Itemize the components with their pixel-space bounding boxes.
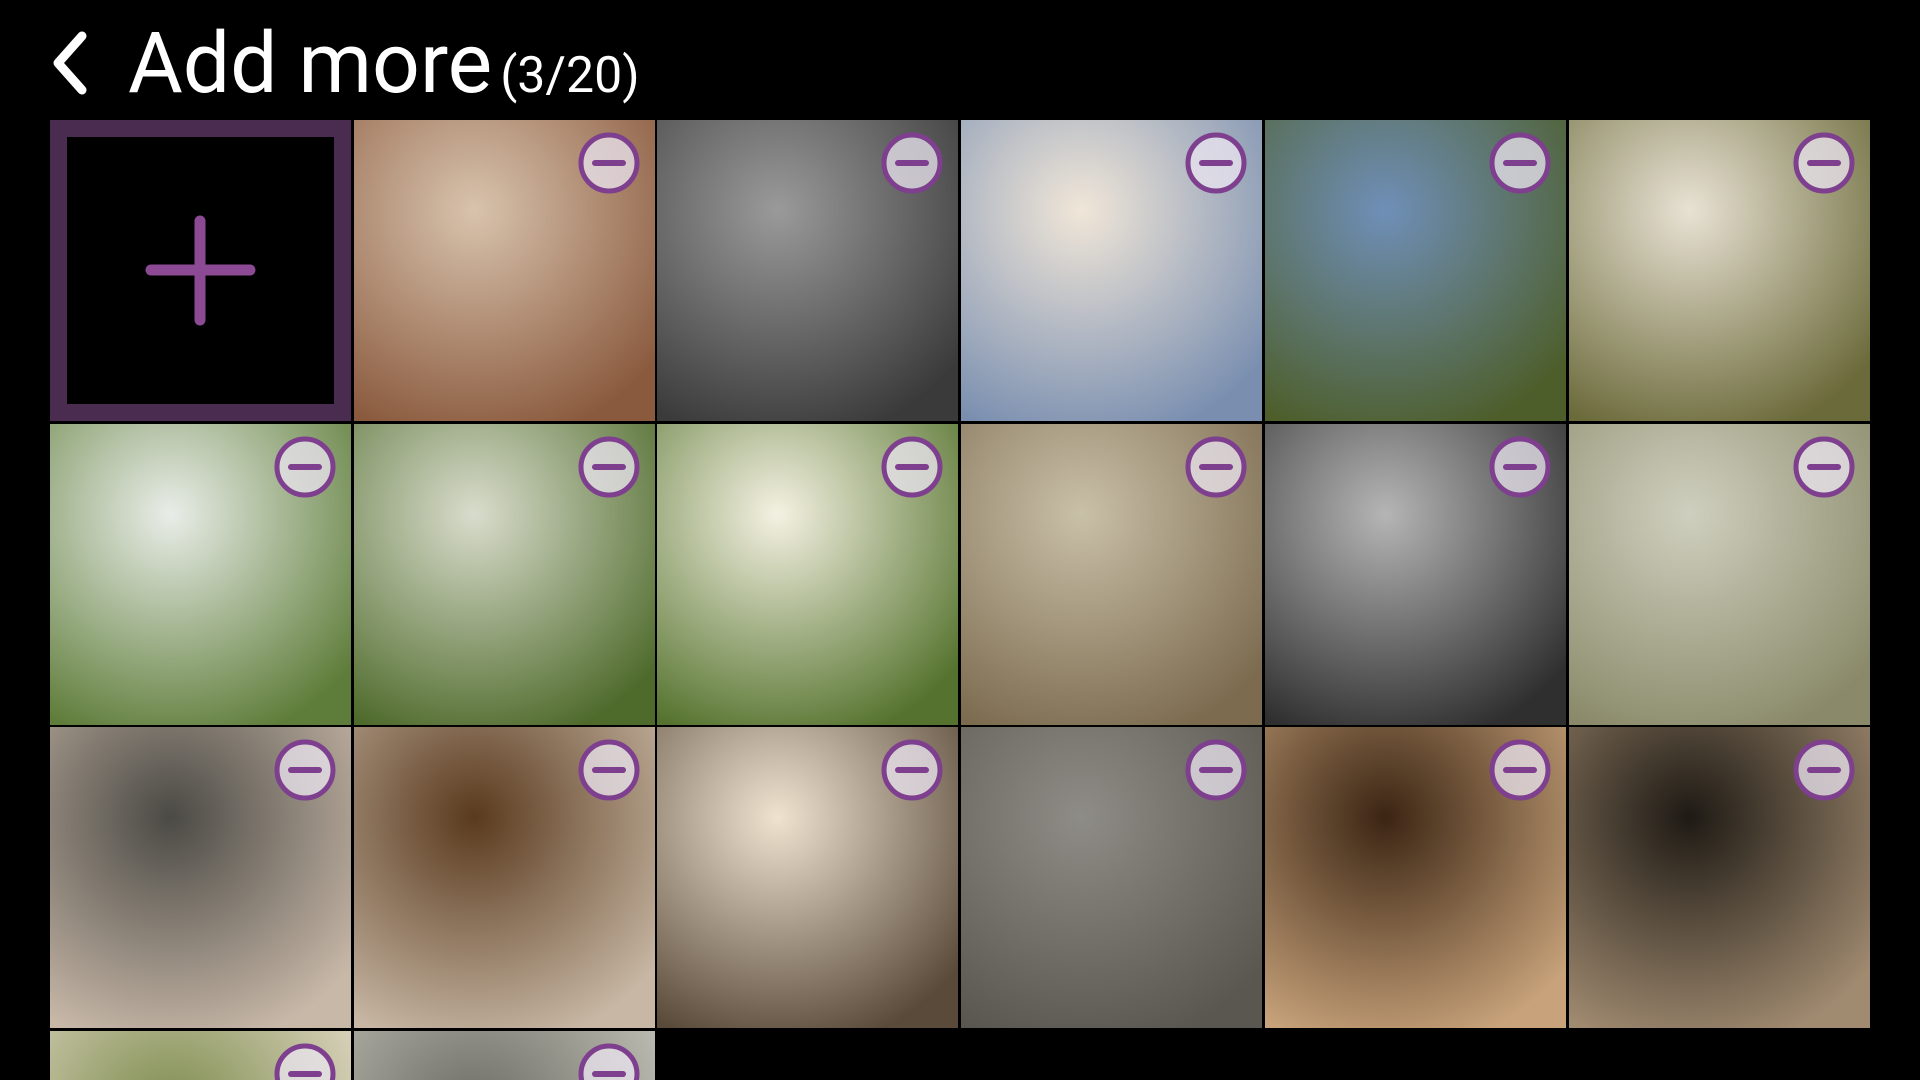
plus-icon: [145, 215, 256, 326]
photo-tile[interactable]: [961, 120, 1263, 421]
photo-tile[interactable]: [50, 423, 351, 725]
photo-tile[interactable]: [657, 423, 959, 725]
remove-button[interactable]: [577, 131, 641, 195]
back-button[interactable]: [48, 30, 92, 96]
remove-button[interactable]: [1488, 131, 1552, 195]
selection-count: (3/20): [500, 47, 640, 105]
photo-tile[interactable]: [961, 423, 1263, 725]
remove-button[interactable]: [880, 435, 944, 499]
header: Add more (3/20): [0, 0, 1920, 118]
remove-button[interactable]: [273, 1042, 337, 1080]
photo-tile[interactable]: [353, 423, 655, 725]
remove-button[interactable]: [577, 738, 641, 802]
remove-button[interactable]: [1792, 435, 1856, 499]
photo-tile[interactable]: [1264, 120, 1566, 421]
title: Add more (3/20): [128, 14, 640, 126]
photo-tile[interactable]: [961, 727, 1263, 1029]
remove-button[interactable]: [273, 435, 337, 499]
photo-tile[interactable]: [1568, 727, 1870, 1029]
remove-button[interactable]: [880, 738, 944, 802]
remove-button[interactable]: [273, 738, 337, 802]
remove-button[interactable]: [1184, 738, 1248, 802]
remove-button[interactable]: [577, 1042, 641, 1080]
photo-tile[interactable]: [50, 727, 351, 1029]
photo-tile[interactable]: [1568, 120, 1870, 421]
remove-button[interactable]: [880, 131, 944, 195]
remove-button[interactable]: [1792, 131, 1856, 195]
photo-grid: [50, 120, 1872, 1080]
remove-button[interactable]: [1488, 738, 1552, 802]
remove-button[interactable]: [1792, 738, 1856, 802]
photo-tile[interactable]: [1568, 423, 1870, 725]
photo-tile[interactable]: [1264, 423, 1566, 725]
remove-button[interactable]: [1488, 435, 1552, 499]
title-text: Add more: [128, 14, 493, 113]
photo-tile[interactable]: [353, 1031, 655, 1080]
photo-tile[interactable]: [657, 727, 959, 1029]
photo-tile[interactable]: [353, 727, 655, 1029]
photo-tile[interactable]: [657, 120, 959, 421]
photo-tile[interactable]: [1264, 727, 1566, 1029]
remove-button[interactable]: [1184, 435, 1248, 499]
remove-button[interactable]: [577, 435, 641, 499]
add-photo-tile[interactable]: [50, 120, 351, 421]
photo-tile[interactable]: [50, 1031, 351, 1080]
photo-tile[interactable]: [353, 120, 655, 421]
remove-button[interactable]: [1184, 131, 1248, 195]
